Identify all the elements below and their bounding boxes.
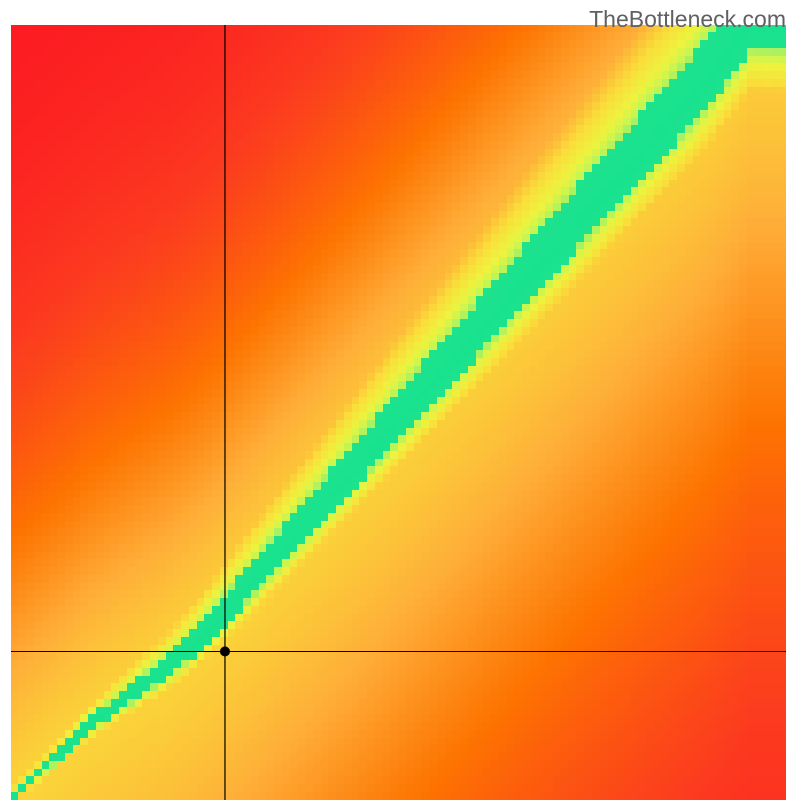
bottleneck-heatmap: [11, 25, 786, 800]
chart-container: TheBottleneck.com: [0, 0, 800, 800]
watermark-text: TheBottleneck.com: [589, 6, 786, 33]
